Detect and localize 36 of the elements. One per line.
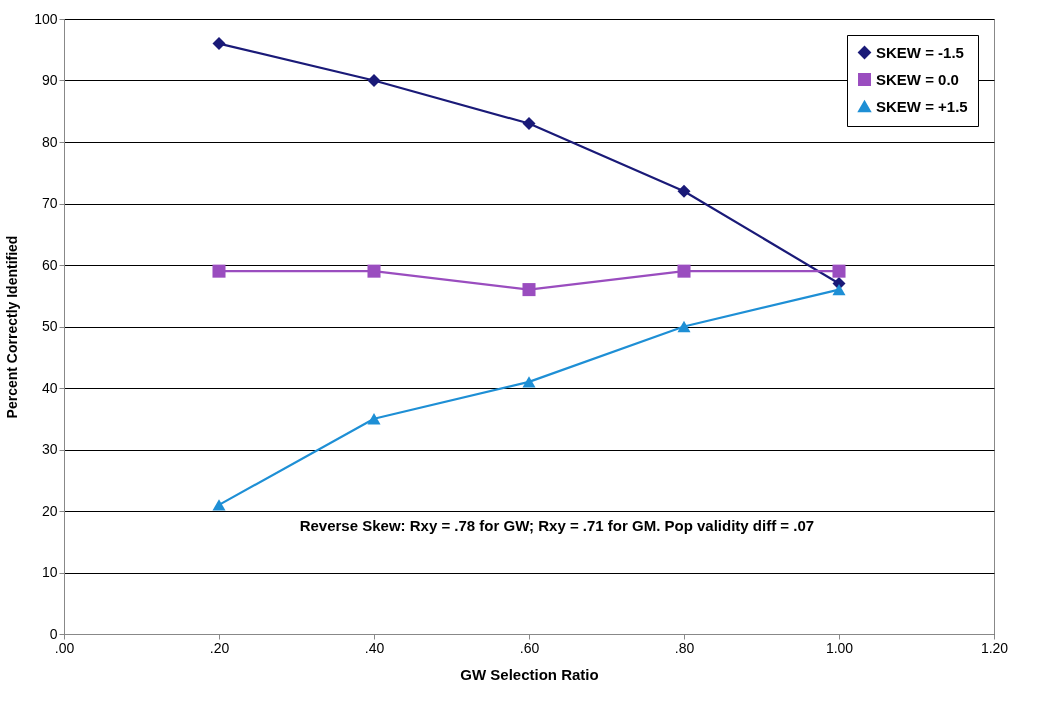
x-tick-label: 1.00: [825, 639, 854, 656]
x-tick-label: .20: [209, 639, 230, 656]
point: [522, 283, 536, 297]
point: [212, 37, 226, 51]
y-tick-label: 60: [41, 256, 58, 273]
point: [367, 73, 381, 88]
y-tick-label: 30: [41, 441, 58, 457]
y-tick-label: 20: [41, 502, 58, 519]
y-tick-label: 50: [41, 318, 58, 334]
annotation: Reverse Skew: Rxy = .78 for GW; Rxy = .71 for GM. Pop validity diff = .07: [299, 517, 815, 535]
y-tick-label: 0: [49, 625, 58, 642]
x-axis-title: GW Selection Ratio: [460, 665, 599, 683]
x-tick-label: .40: [364, 639, 385, 656]
x-tick-label: 1.20: [980, 639, 1009, 656]
x-tick-label: .60: [519, 639, 540, 656]
y-tick-label: 80: [41, 133, 58, 150]
y-tick-label: 40: [41, 379, 58, 396]
point: [832, 264, 846, 278]
y-tick-label: 100: [34, 10, 58, 27]
y-tick-label: 10: [41, 564, 58, 580]
x-tick-label: .80: [674, 639, 695, 656]
y-tick-label: 90: [41, 72, 58, 88]
point: [367, 413, 381, 425]
x-tick-label: .00: [54, 639, 75, 656]
point: [522, 117, 536, 131]
point: [367, 264, 381, 278]
point: [212, 264, 226, 278]
point: [677, 184, 691, 198]
legend-label: SKEW = -1.5: [876, 43, 964, 61]
legend-label: SKEW = +1.5: [876, 97, 968, 115]
y-axis-title: Percent Correctly Identified: [4, 235, 21, 419]
point: [832, 283, 846, 296]
legend-label: SKEW = 0.0: [876, 70, 959, 88]
point: [677, 320, 691, 333]
y-tick-label: 70: [41, 195, 58, 211]
point: [677, 264, 691, 278]
